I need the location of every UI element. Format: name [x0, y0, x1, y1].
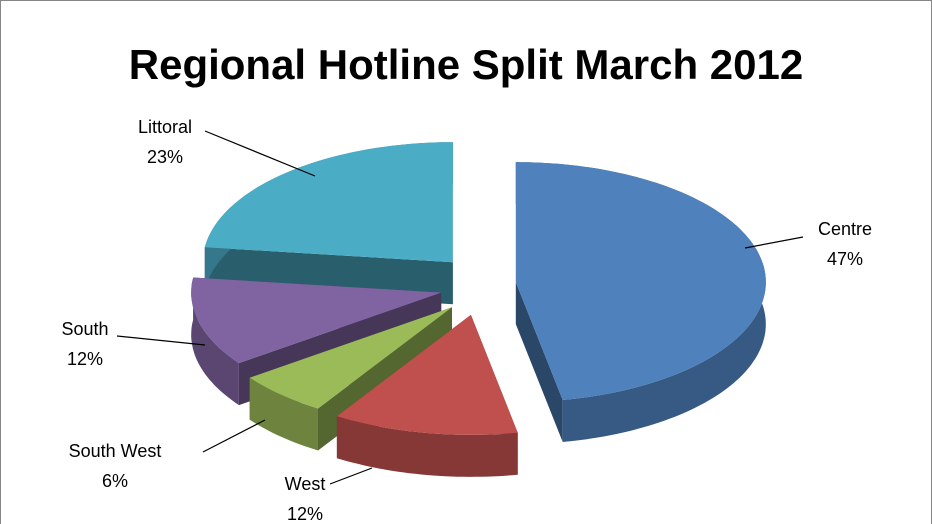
value-label: 12% [67, 349, 103, 369]
slice-wall [515, 282, 563, 442]
slice-top [204, 142, 453, 263]
category-label: Centre [818, 219, 872, 239]
value-label: 6% [102, 471, 128, 491]
slice-side [249, 377, 318, 451]
leader-line [204, 130, 316, 177]
leader-line [202, 419, 266, 453]
value-label: 12% [287, 504, 323, 524]
slice-side [191, 277, 239, 406]
slice-side [336, 416, 518, 477]
value-label: 23% [147, 147, 183, 167]
category-label: South West [69, 441, 162, 461]
slice-top [336, 314, 518, 435]
category-label: Littoral [138, 117, 192, 137]
category-label: South [61, 319, 108, 339]
chart-title: Regional Hotline Split March 2012 [129, 41, 803, 88]
leader-line [744, 236, 804, 249]
leader-line [116, 335, 206, 346]
pie-slice [515, 162, 766, 442]
slice-top [515, 162, 766, 400]
slice-top [249, 307, 452, 409]
leader-line [329, 467, 373, 485]
value-label: 47% [827, 249, 863, 269]
pie-slice [336, 314, 518, 477]
slice-top [191, 277, 442, 364]
category-label: West [285, 474, 326, 494]
